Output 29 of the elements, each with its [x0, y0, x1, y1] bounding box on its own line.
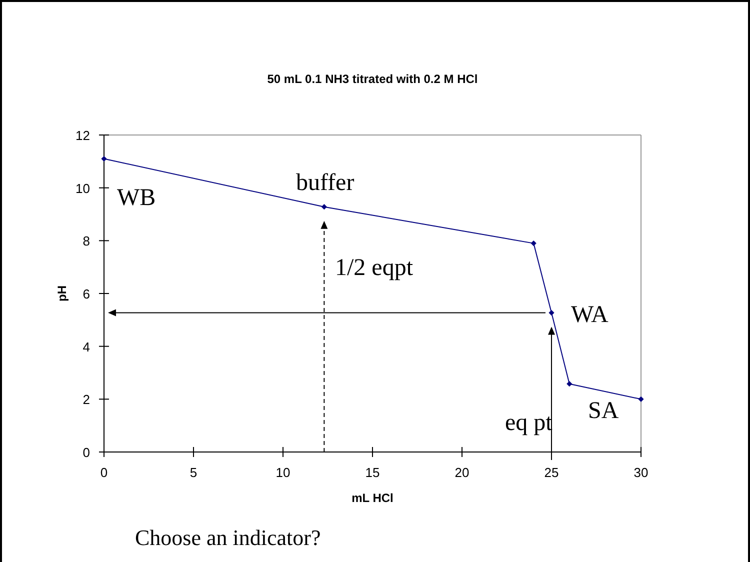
x-tick-label: 25 [544, 465, 559, 480]
x-tick-label: 10 [276, 465, 290, 480]
y-tick-label: 4 [82, 339, 90, 354]
point [638, 396, 644, 402]
y-tick-label: 6 [82, 286, 90, 302]
point [321, 204, 327, 210]
y-axis-title: pH [55, 286, 69, 302]
y-tick-label: 10 [76, 180, 90, 196]
y-tick-label: 8 [82, 234, 90, 249]
annotation: buffer [296, 170, 354, 196]
text: Choose an indicator? [135, 525, 321, 550]
point [548, 310, 554, 316]
annotation: SA [588, 398, 620, 424]
point [530, 240, 536, 246]
chart-title: 50 mL 0.1 NH3 titrated with 0.2 M HCl [267, 72, 478, 86]
x-tick-label: 20 [454, 465, 470, 480]
y-tick-label: 12 [76, 128, 90, 143]
x-tick-label: 0 [100, 465, 108, 480]
x-tick-label: 15 [365, 465, 380, 480]
x-tick-label: 5 [190, 465, 198, 480]
point [101, 156, 107, 162]
annotation: 1/2 eqpt [335, 255, 414, 281]
y-tick-label: 2 [82, 392, 90, 408]
x-axis-title: mL HCl [352, 491, 394, 505]
point [566, 381, 572, 387]
annotation: WB [117, 185, 156, 211]
annotation: WA [571, 302, 609, 328]
x-tick-label: 30 [634, 465, 648, 480]
y-tick-label: 0 [82, 445, 90, 460]
